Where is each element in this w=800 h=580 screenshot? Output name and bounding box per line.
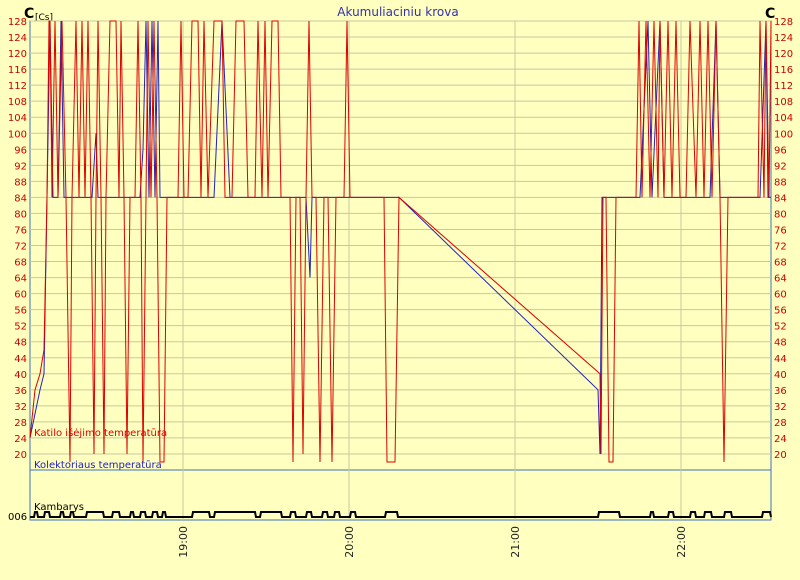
y-tick-label-left: 108 xyxy=(8,97,27,108)
y-tick-label-right: 128 xyxy=(774,17,793,28)
y-tick-label-left: 36 xyxy=(14,386,27,397)
y-tick-label-right: 76 xyxy=(774,225,787,236)
y-tick-label-left: 20 xyxy=(14,450,27,461)
digital-axis-label: 006 xyxy=(8,512,27,523)
chart-title: Akumuliaciniu krova xyxy=(337,5,458,19)
y-tick-label-right: 108 xyxy=(774,97,793,108)
y-tick-label-right: 60 xyxy=(774,290,787,301)
y-tick-label-right: 48 xyxy=(774,338,787,349)
y-tick-label-right: 72 xyxy=(774,242,787,253)
y-tick-label-right: 120 xyxy=(774,49,793,60)
x-tick-label: 22:00 xyxy=(675,526,688,558)
y-tick-label-right: 68 xyxy=(774,258,787,269)
y-tick-label-right: 88 xyxy=(774,177,787,188)
y-tick-label-left: 76 xyxy=(14,225,27,236)
y-tick-label-right: 80 xyxy=(774,209,787,220)
y-tick-label-right: 116 xyxy=(774,65,793,76)
y-tick-label-right: 64 xyxy=(774,274,787,285)
digital-track xyxy=(30,511,772,518)
y-tick-label-left: 128 xyxy=(8,17,27,28)
y-tick-label-left: 80 xyxy=(14,209,27,220)
series-lines xyxy=(29,20,772,463)
y-tick-label-left: 60 xyxy=(14,290,27,301)
y-tick-label-right: 52 xyxy=(774,322,787,333)
y-tick-label-right: 84 xyxy=(774,193,787,204)
series-line-katilo xyxy=(29,20,772,463)
y-tick-label-left: 24 xyxy=(14,434,27,445)
legend-series-1: Katilo išėjimo temperatūra xyxy=(34,427,167,439)
y-tick-label-right: 104 xyxy=(774,113,793,124)
digital-trace xyxy=(30,511,772,518)
y-tick-label-left: 56 xyxy=(14,306,27,317)
y-tick-label-left: 120 xyxy=(8,49,27,60)
y-tick-label-right: 92 xyxy=(774,161,787,172)
y-tick-label-left: 84 xyxy=(14,193,27,204)
digital-label: Kambarys xyxy=(34,502,84,513)
y-tick-label-left: 44 xyxy=(14,354,27,365)
y-tick-label-left: 64 xyxy=(14,274,27,285)
y-axis-unit-left: [Cs] xyxy=(35,13,53,23)
y-tick-label-left: 92 xyxy=(14,161,27,172)
y-tick-label-left: 28 xyxy=(14,418,27,429)
y-tick-label-left: 116 xyxy=(8,65,27,76)
y-tick-label-right: 40 xyxy=(774,370,787,381)
y-tick-label-left: 100 xyxy=(8,129,27,140)
y-axis-label-left: C xyxy=(24,6,34,22)
legend-series-2: Kolektoriaus temperatūra xyxy=(34,460,162,471)
y-tick-label-left: 124 xyxy=(8,33,27,44)
y-tick-label-left: 68 xyxy=(14,258,27,269)
y-tick-label-right: 24 xyxy=(774,434,787,445)
y-tick-label-left: 88 xyxy=(14,177,27,188)
y-tick-label-left: 40 xyxy=(14,370,27,381)
series-line-kolektoriaus xyxy=(29,20,771,454)
y-tick-label-right: 36 xyxy=(774,386,787,397)
y-tick-label-right: 56 xyxy=(774,306,787,317)
y-tick-label-right: 20 xyxy=(774,450,787,461)
y-tick-label-left: 96 xyxy=(14,145,27,156)
y-tick-labels: 20 20 24 24 28 28 32 32 36 36 40 40 44 44 48 48 52 52 56 56… xyxy=(8,17,793,461)
y-tick-label-left: 72 xyxy=(14,242,27,253)
y-tick-label-right: 28 xyxy=(774,418,787,429)
y-tick-label-right: 112 xyxy=(774,81,793,92)
y-tick-label-right: 96 xyxy=(774,145,787,156)
y-tick-label-left: 48 xyxy=(14,338,27,349)
y-tick-label-right: 32 xyxy=(774,402,787,413)
y-tick-label-right: 44 xyxy=(774,354,787,365)
y-tick-label-right: 124 xyxy=(774,33,793,44)
y-axis-label-right: C xyxy=(765,6,775,22)
x-tick-label: 20:00 xyxy=(343,526,356,558)
x-tick-labels: 19:00 20:00 21:00 22:00 xyxy=(177,526,688,558)
x-tick-label: 19:00 xyxy=(177,526,190,558)
y-tick-label-left: 104 xyxy=(8,113,27,124)
x-tick-label: 21:00 xyxy=(509,526,522,558)
y-tick-label-left: 112 xyxy=(8,81,27,92)
y-tick-label-left: 32 xyxy=(14,402,27,413)
y-tick-label-left: 52 xyxy=(14,322,27,333)
y-tick-label-right: 100 xyxy=(774,129,793,140)
